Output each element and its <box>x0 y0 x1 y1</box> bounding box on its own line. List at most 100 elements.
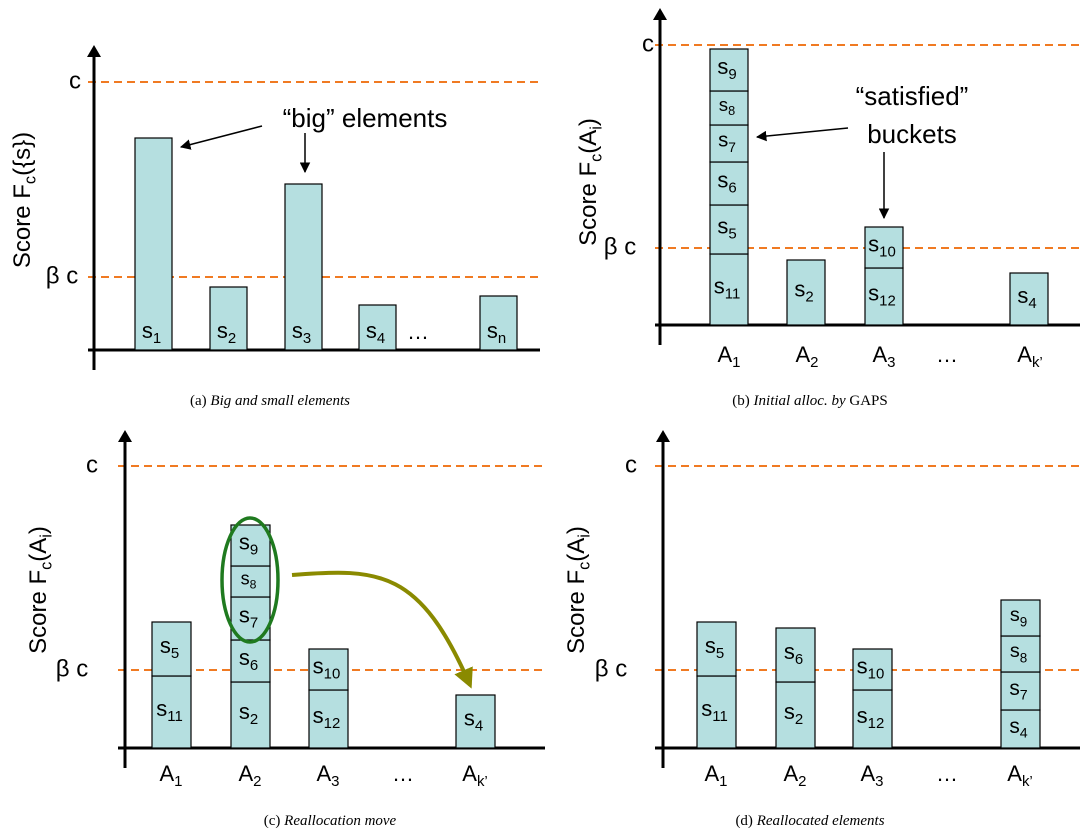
block <box>479 295 518 351</box>
x-label: A2 <box>238 761 261 790</box>
text-part: k’ <box>1032 354 1043 371</box>
text-part: 6 <box>795 651 803 668</box>
text-part: 12 <box>879 292 896 309</box>
block-label: s12 <box>857 703 885 732</box>
annotation-arrow <box>755 127 849 142</box>
text-part: s <box>1010 604 1020 626</box>
block-label: s12 <box>313 703 341 732</box>
block <box>308 648 349 691</box>
text-part: Score F <box>9 184 36 268</box>
text-part: A <box>795 342 810 367</box>
block <box>358 304 397 351</box>
block-label: s5 <box>705 633 724 662</box>
text-part: s <box>241 568 250 588</box>
text-part: s <box>239 645 250 670</box>
block <box>1009 272 1049 326</box>
selection-ellipse <box>220 516 280 644</box>
block-label: s10 <box>857 653 885 682</box>
block-label: s8 <box>241 568 257 591</box>
text-part: 5 <box>728 225 736 242</box>
text-part: 6 <box>728 179 736 196</box>
block <box>1000 599 1041 637</box>
text-part: (A <box>563 538 590 562</box>
text-part: 4 <box>1028 295 1036 312</box>
block-label: s10 <box>868 231 896 260</box>
text-part: s <box>487 318 498 343</box>
block <box>852 648 893 691</box>
text-part: 10 <box>324 665 341 682</box>
caption-extra: GAPS <box>849 393 887 409</box>
block-label: s7 <box>718 130 736 155</box>
text-part: 2 <box>798 773 806 790</box>
text-part: 3 <box>331 773 339 790</box>
text-part: s <box>705 633 716 658</box>
block-label: s4 <box>464 705 483 734</box>
text-part: 5 <box>171 645 179 662</box>
c-label: c <box>69 67 81 94</box>
text-part: 3 <box>303 330 311 347</box>
beta-label: β c <box>56 655 88 682</box>
block-label: s7 <box>239 602 258 631</box>
text-part: 2 <box>253 773 261 790</box>
x-label: A3 <box>860 761 883 790</box>
text-part: k’ <box>1022 773 1033 790</box>
caption-tag: (c) <box>264 813 281 829</box>
block <box>308 689 349 749</box>
block <box>151 621 192 677</box>
text-part: ) <box>575 118 602 126</box>
text-part: ) <box>563 526 590 534</box>
text-part: s <box>1009 715 1019 738</box>
move-arrow <box>291 570 473 689</box>
text-part: c <box>22 176 40 184</box>
annotation: “big” elements <box>283 103 448 133</box>
text-part: ({s}) <box>9 132 36 176</box>
beta-label: β c <box>595 655 627 682</box>
caption: (c) Reallocation move <box>264 813 397 829</box>
text-part: 8 <box>1020 650 1027 665</box>
block <box>455 694 496 749</box>
block <box>284 183 323 351</box>
block <box>786 259 826 326</box>
x-label: A3 <box>872 342 895 371</box>
y-axis-label: Score Fc(Ai) <box>575 118 606 246</box>
x-label: Ak’ <box>1017 342 1043 371</box>
block <box>230 565 271 598</box>
y-axis-arrow <box>87 45 101 57</box>
x-label: A2 <box>795 342 818 371</box>
text-part: s <box>1010 640 1020 662</box>
caption-tag: (d) <box>735 813 753 829</box>
annotation: buckets <box>867 119 957 149</box>
ellipsis: … <box>936 342 958 367</box>
block <box>1000 671 1041 711</box>
text-part: 9 <box>728 66 736 83</box>
block-label: s9 <box>239 529 258 558</box>
text-part: 8 <box>250 577 257 591</box>
text-part: s <box>718 130 728 152</box>
text-part: s <box>1017 283 1028 308</box>
y-axis-arrow <box>118 430 132 442</box>
beta-label: β c <box>604 233 636 260</box>
text-part: A <box>462 761 477 786</box>
text-part: 1 <box>153 330 161 347</box>
text-part: n <box>498 330 506 347</box>
text-part: A <box>1007 761 1022 786</box>
text-part: 5 <box>716 645 724 662</box>
text-part: (A <box>575 130 602 154</box>
caption-tag: (a) <box>190 393 207 409</box>
text-part: s <box>701 696 712 721</box>
text-part: 7 <box>728 139 736 155</box>
text-part: 2 <box>795 711 803 728</box>
block-label: s2 <box>217 318 236 347</box>
text-part: Score F <box>575 162 602 246</box>
block <box>209 286 248 351</box>
text-part: s <box>784 639 795 664</box>
block-label: s8 <box>1010 640 1027 665</box>
block <box>864 226 904 269</box>
text-part: Score F <box>25 570 52 654</box>
block-label: s2 <box>794 276 813 305</box>
caption-text: Big and small elements <box>210 393 350 409</box>
text-part: s <box>717 167 728 192</box>
block-label: s5 <box>160 633 179 662</box>
text-part: c <box>576 562 594 570</box>
